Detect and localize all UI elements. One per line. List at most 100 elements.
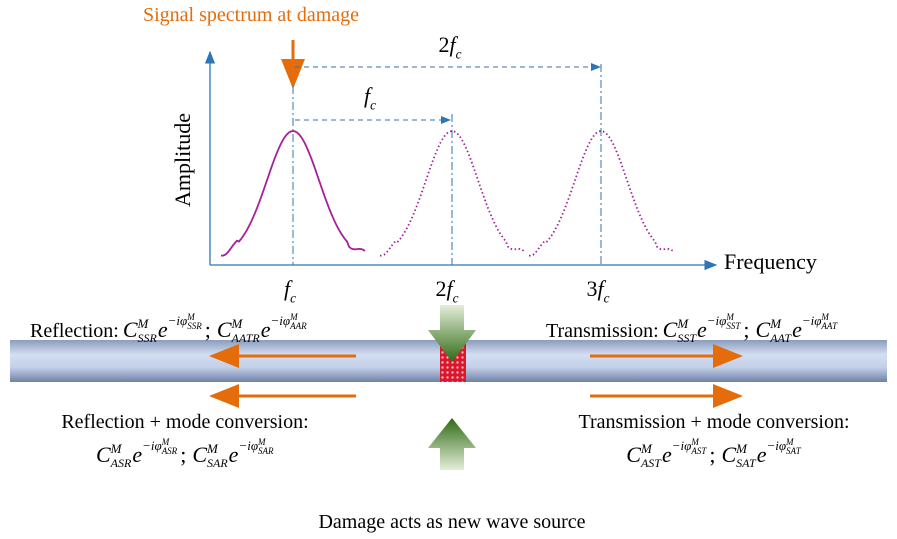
exponent-sub: SAR bbox=[258, 446, 274, 456]
exponent: −iφ bbox=[707, 313, 727, 328]
exponent-sub: SSR bbox=[187, 321, 202, 331]
coefficient: C bbox=[663, 317, 678, 342]
exponent: −iφ bbox=[766, 438, 786, 453]
separator: ; bbox=[180, 442, 186, 467]
x-axis-label: Frequency bbox=[724, 249, 817, 274]
separator: ; bbox=[205, 317, 211, 342]
wave-label: Transmission + mode conversion: bbox=[578, 411, 849, 433]
coefficient: C bbox=[217, 317, 232, 342]
exponent-sup: M bbox=[161, 437, 170, 447]
subscript: c bbox=[370, 98, 376, 113]
wave-label-line: Reflection + mode conversion: bbox=[61, 411, 308, 433]
subscript: AAT bbox=[769, 331, 792, 345]
exponent-sup: M bbox=[690, 437, 699, 447]
subscript: ASR bbox=[110, 456, 132, 470]
exponent-sup: M bbox=[820, 312, 829, 322]
subscript: c bbox=[456, 47, 462, 62]
exponent-sup: M bbox=[289, 312, 298, 322]
wave-label-line: Transmission + mode conversion: bbox=[578, 411, 849, 433]
exponential: e bbox=[697, 317, 707, 342]
exponential: e bbox=[261, 317, 271, 342]
exponent: −iφ bbox=[672, 438, 692, 453]
subscript: c bbox=[453, 291, 459, 306]
symbol: f bbox=[284, 276, 293, 301]
spectrum-peak bbox=[380, 130, 525, 257]
spectrum bbox=[221, 130, 674, 257]
symbol: f bbox=[364, 83, 373, 108]
subscript: SAR bbox=[207, 456, 228, 470]
superscript: M bbox=[110, 441, 123, 456]
subscript: AATR bbox=[231, 331, 261, 345]
separator: ; bbox=[709, 442, 715, 467]
coefficient: 2 bbox=[438, 32, 449, 57]
exponent-sub: SAT bbox=[786, 446, 802, 456]
coefficient: C bbox=[756, 317, 771, 342]
coefficient: 2 bbox=[435, 276, 446, 301]
subscript: SAT bbox=[736, 456, 757, 470]
exponent-sub: SST bbox=[726, 321, 741, 331]
coefficient: 3 bbox=[586, 276, 597, 301]
subscript: AST bbox=[640, 456, 662, 470]
superscript: M bbox=[769, 316, 782, 331]
coefficient: C bbox=[123, 317, 138, 342]
wave-label: Reflection + mode conversion: bbox=[61, 411, 308, 433]
exponent-sup: M bbox=[186, 312, 195, 322]
wave-label: Reflection: bbox=[30, 320, 119, 342]
source-arrow bbox=[428, 418, 476, 470]
exponent-sup: M bbox=[725, 312, 734, 322]
exponent-sub: AST bbox=[690, 446, 707, 456]
symbol: f bbox=[449, 32, 458, 57]
superscript: M bbox=[640, 441, 653, 456]
annotation: Signal spectrum at damage bbox=[143, 4, 359, 26]
exponent: −iφ bbox=[802, 313, 822, 328]
coefficient: C bbox=[96, 442, 111, 467]
exponent-sub: AAR bbox=[289, 321, 307, 331]
subscript: c bbox=[290, 291, 296, 306]
coefficient: C bbox=[721, 442, 736, 467]
exponent-sup: M bbox=[785, 437, 794, 447]
superscript: M bbox=[206, 441, 219, 456]
exponential: e bbox=[229, 442, 239, 467]
spectrum-peak bbox=[221, 130, 366, 257]
exponent-sub: AAT bbox=[820, 321, 838, 331]
spectrum-peak bbox=[529, 130, 674, 257]
caption: Damage acts as new wave source bbox=[318, 511, 585, 533]
exponent: −iφ bbox=[271, 313, 291, 328]
exponent: −iφ bbox=[168, 313, 188, 328]
symbol: f bbox=[597, 276, 606, 301]
superscript: M bbox=[137, 316, 150, 331]
subscript: SSR bbox=[138, 331, 158, 345]
exponent-sub: ASR bbox=[161, 446, 178, 456]
exponential: e bbox=[792, 317, 802, 342]
incoming-arrow bbox=[428, 305, 476, 362]
subscript: SST bbox=[677, 331, 697, 345]
exponential: e bbox=[132, 442, 142, 467]
symbol: f bbox=[446, 276, 455, 301]
y-axis-label: Amplitude bbox=[170, 113, 195, 207]
superscript: M bbox=[735, 441, 748, 456]
exponent: −iφ bbox=[142, 438, 162, 453]
exponent: −iφ bbox=[238, 438, 258, 453]
separator: ; bbox=[743, 317, 749, 342]
superscript: M bbox=[676, 316, 689, 331]
coefficient: C bbox=[192, 442, 207, 467]
exponential: e bbox=[662, 442, 672, 467]
superscript: M bbox=[231, 316, 244, 331]
wave-label: Transmission: bbox=[546, 320, 659, 342]
exponent-sup: M bbox=[257, 437, 266, 447]
subscript: c bbox=[604, 291, 610, 306]
exponential: e bbox=[158, 317, 168, 342]
exponential: e bbox=[757, 442, 767, 467]
coefficient: C bbox=[626, 442, 641, 467]
